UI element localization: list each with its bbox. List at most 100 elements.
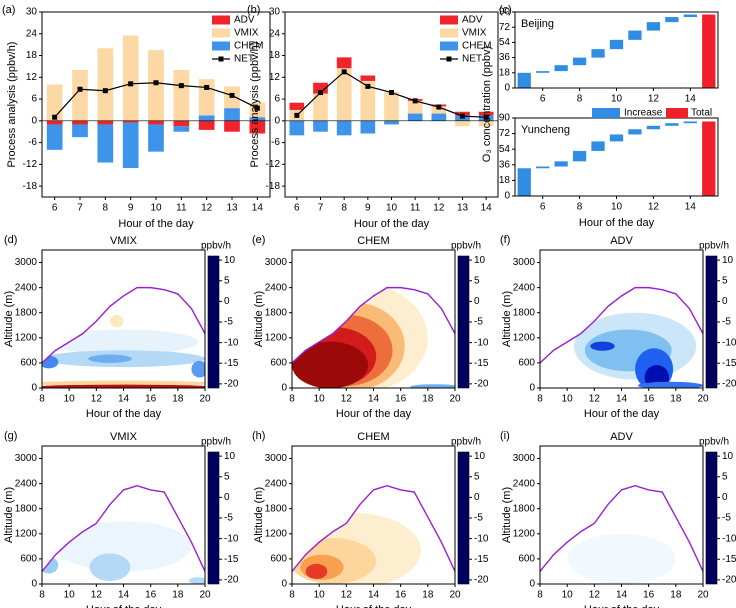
x-tick-label: 10	[386, 203, 398, 214]
x-tick-label: 16	[145, 394, 157, 405]
increase-bar	[628, 30, 642, 40]
y-tick-label: 30	[26, 7, 38, 18]
plot-frame	[291, 249, 456, 389]
y-tick-label: 1800	[265, 503, 288, 514]
x-axis-label: Hour of the day	[336, 408, 412, 420]
panel-label: (f)	[500, 234, 510, 246]
colorbar-tick-label: 5	[224, 275, 230, 286]
y-tick-label: 6	[31, 94, 37, 105]
x-tick-label: 20	[199, 394, 211, 405]
net-marker	[128, 81, 134, 87]
x-tick-label: 8	[39, 394, 45, 405]
pbl-line	[41, 484, 206, 572]
increase-bar	[609, 134, 624, 142]
colorbar-tick-label: 5	[722, 275, 728, 286]
bar	[313, 93, 328, 121]
x-tick-label: 7	[77, 203, 83, 214]
y-tick-label: 600	[270, 358, 287, 369]
bar	[431, 106, 447, 114]
panel-label: (e)	[252, 234, 265, 246]
total-bar	[702, 121, 716, 196]
y-tick-label: 12	[26, 72, 38, 83]
panel-title: VMIX	[110, 431, 138, 443]
bar	[336, 57, 352, 69]
net-marker	[254, 105, 260, 111]
x-axis-label: Hour of the day	[336, 604, 412, 608]
y-axis-label: Altitude (m)	[501, 291, 513, 347]
increase-bar	[628, 129, 642, 135]
x-tick-label: 10	[562, 590, 574, 601]
contour-region	[88, 354, 132, 363]
x-tick-label: 14	[118, 590, 130, 601]
plot-frame	[41, 11, 271, 198]
y-tick-label: 30	[269, 7, 281, 18]
y-tick-label: 0	[529, 383, 535, 394]
net-marker	[318, 90, 323, 96]
y-tick-label: 0	[281, 383, 287, 394]
bar	[478, 111, 494, 116]
bar	[289, 120, 305, 136]
increase-bar	[665, 17, 679, 23]
increase-bar	[665, 123, 679, 126]
y-tick-label: 24	[26, 28, 38, 39]
increase-bar	[554, 65, 568, 72]
y-tick-label: 1200	[15, 332, 38, 343]
legend-label: VMIX	[234, 28, 259, 39]
contour-region	[410, 384, 455, 388]
contour-region	[567, 533, 676, 584]
net-marker	[294, 112, 300, 118]
panel-label: (h)	[252, 430, 265, 442]
contour-region	[188, 577, 205, 584]
colorbar-tick-label: 0	[722, 296, 728, 307]
bar	[198, 79, 215, 116]
bar	[360, 120, 376, 134]
legend-label: NET	[462, 54, 482, 65]
colorbar-label: ppbv/h	[451, 437, 481, 448]
panel-label: (a)	[2, 4, 15, 16]
pbl-line	[539, 286, 704, 364]
contour-field	[42, 521, 205, 584]
y-tick-label: 1800	[513, 307, 536, 318]
y-tick-label: 90	[499, 113, 511, 124]
y-tick-label: 3000	[15, 453, 38, 464]
y-tick-label: 18	[26, 50, 38, 61]
contour-region	[590, 341, 615, 351]
colorbar-tick-label: -5	[474, 317, 483, 328]
colorbar-tick-label: -20	[224, 575, 239, 586]
colorbar-tick-label: -10	[722, 533, 736, 544]
y-tick-label: 54	[499, 37, 511, 48]
increase-bar	[554, 161, 568, 167]
contour-region	[55, 521, 192, 572]
y-tick-label: 2400	[513, 478, 536, 489]
colorbar-tick-label: 0	[474, 492, 480, 503]
colorbar-tick-label: -10	[474, 533, 489, 544]
x-tick-label: 14	[481, 203, 493, 214]
colorbar-label: ppbv/h	[699, 437, 729, 448]
bar	[313, 82, 328, 94]
x-tick-label: 20	[449, 590, 461, 601]
x-tick-label: 8	[537, 394, 543, 405]
bar	[72, 124, 88, 138]
plot-frame	[514, 11, 719, 89]
site-title: Yuncheng	[521, 124, 570, 136]
bar	[122, 35, 139, 121]
x-tick-label: 6	[540, 94, 546, 105]
panel-title: ADV	[610, 235, 633, 247]
bar	[455, 111, 470, 116]
x-tick-label: 12	[648, 202, 660, 213]
increase-bar	[536, 71, 550, 73]
contour-field	[42, 314, 205, 388]
y-tick-label: 12	[269, 72, 281, 83]
x-tick-label: 16	[145, 590, 157, 601]
x-tick-label: 6	[540, 202, 546, 213]
increase-bar	[591, 49, 605, 58]
x-tick-label: 14	[368, 590, 380, 601]
contour-region	[637, 381, 703, 388]
y-tick-label: 0	[274, 115, 280, 126]
colorbar-tick-label: -20	[474, 575, 489, 586]
colorbar-tick-label: 10	[722, 255, 734, 266]
legend-label: NET	[234, 54, 254, 65]
y-tick-label: 54	[499, 144, 511, 155]
y-tick-label: 1200	[15, 528, 38, 539]
net-marker	[204, 84, 210, 90]
